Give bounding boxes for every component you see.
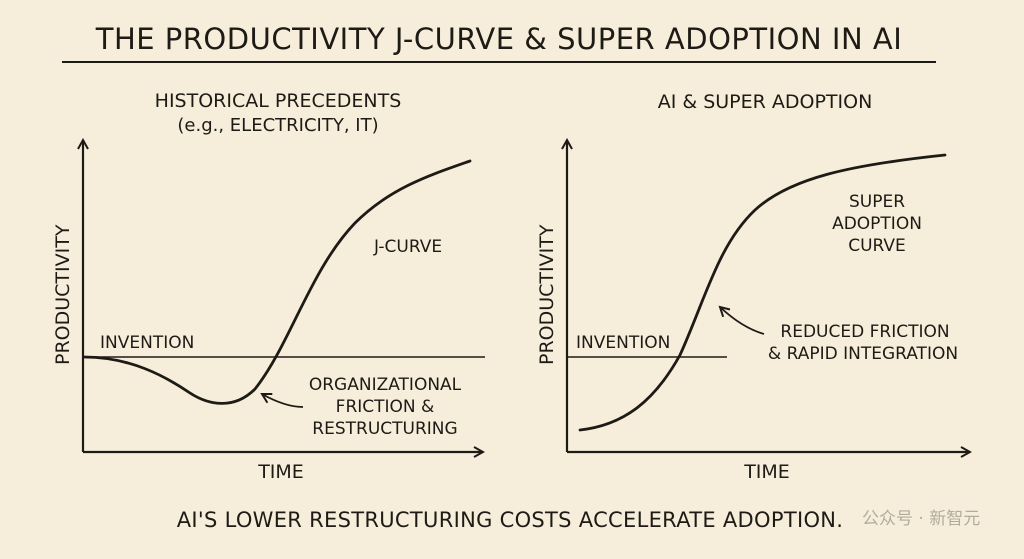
j-curve-line [82, 159, 472, 405]
right-annotation-arrow [720, 307, 765, 335]
left-dip-arrow [262, 394, 304, 408]
right-annotation-line-2: & RAPID INTEGRATION [767, 344, 959, 364]
dip-annotation-line-3: RESTRUCTURING [312, 419, 458, 439]
super-adoption-curve-line [578, 153, 947, 432]
right-x-axis-label: TIME [744, 461, 790, 483]
right-annotation-line-1: REDUCED FRICTION [780, 322, 950, 342]
super-adoption-label-line-2: ADOPTION [832, 214, 922, 234]
j-curve-label: J-CURVE [374, 237, 443, 257]
left-x-axis-label: TIME [258, 461, 304, 483]
left-y-axis-label: PRODUCTIVITY [52, 224, 74, 365]
left-invention-label: INVENTION [100, 333, 195, 353]
left-panel-subheading: (e.g., ELECTRICITY, IT) [177, 115, 379, 136]
left-panel-heading: HISTORICAL PRECEDENTS [154, 90, 402, 112]
footer-caption: AI'S LOWER RESTRUCTURING COSTS ACCELERAT… [176, 508, 844, 532]
dip-annotation-line-2: FRICTION & [335, 397, 435, 417]
right-panel-heading: AI & SUPER ADOPTION [657, 91, 873, 113]
dip-annotation-line-1: ORGANIZATIONAL [308, 375, 462, 395]
right-invention-label: INVENTION [576, 333, 671, 353]
page-title: THE PRODUCTIVITY J-CURVE & SUPER ADOPTIO… [62, 17, 936, 63]
super-adoption-label-line-1: SUPER [848, 192, 906, 212]
watermark-text: 公众号 · 新智元 [862, 509, 981, 529]
right-axes [567, 140, 970, 452]
left-axes [83, 140, 485, 452]
super-adoption-label-line-3: CURVE [848, 236, 906, 256]
right-y-axis-label: PRODUCTIVITY [536, 224, 558, 365]
